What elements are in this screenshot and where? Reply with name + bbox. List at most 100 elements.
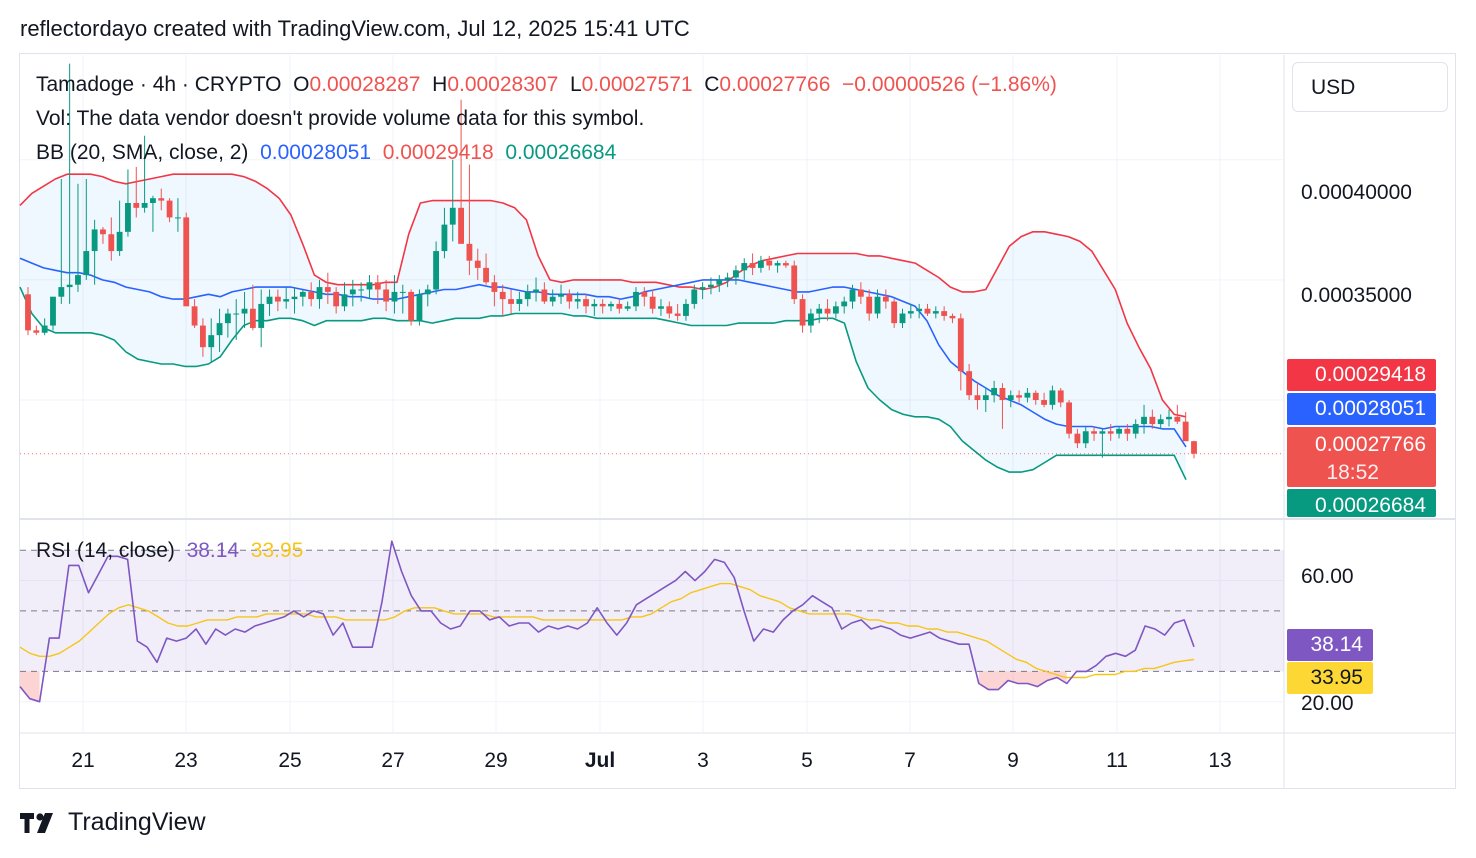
candle-body [733, 270, 739, 278]
candle-body [508, 299, 514, 304]
candle-body [966, 371, 973, 396]
candle-body [757, 260, 764, 268]
candle-body [824, 308, 831, 314]
candle-body [1082, 431, 1089, 444]
candle-body [633, 291, 639, 307]
price-tick: 0.00035000 [1301, 284, 1412, 307]
candle-body [874, 296, 881, 314]
rsi-badge: 38.14 [1287, 629, 1373, 661]
high-label: H [432, 73, 448, 96]
candle-body [216, 323, 223, 336]
candle-body [599, 303, 606, 307]
rsi-ma-badge: 33.95 [1287, 662, 1373, 694]
bb-label[interactable]: BB (20, SMA, close, 2) [36, 141, 249, 164]
candle-body [174, 217, 181, 219]
candle-body [1057, 390, 1064, 403]
x-tick: 23 [174, 749, 198, 772]
candle-body [166, 200, 173, 218]
last-price-badge: 0.00027766 18:52 [1287, 427, 1436, 487]
candle-body [1132, 424, 1139, 434]
candle-body [1024, 392, 1031, 398]
candle-body [524, 291, 531, 300]
candle-body [408, 291, 415, 321]
candle-body [516, 299, 523, 304]
candle-body [499, 291, 506, 300]
candle-body [50, 296, 56, 326]
candle-body [724, 277, 731, 280]
open-value: 0.00028287 [309, 73, 421, 96]
candle-body [766, 260, 773, 266]
candle-body [932, 311, 939, 314]
high-value: 0.00028307 [447, 73, 559, 96]
candle-body [1116, 428, 1122, 434]
candle-body [658, 306, 664, 309]
candle-body [849, 289, 856, 302]
candle-body [741, 263, 748, 271]
candle-body [108, 234, 115, 252]
currency-button[interactable]: USD [1292, 62, 1448, 112]
candle-body [116, 231, 123, 252]
candle-body [782, 263, 789, 266]
candle-body [183, 217, 190, 307]
candle-body [1107, 431, 1114, 434]
candle-body [916, 308, 923, 312]
candle-body [1007, 395, 1014, 401]
ohlc-legend: Tamadoge · 4h · CRYPTO O0.00028287 H0.00… [36, 73, 1057, 97]
candle-body [1032, 392, 1039, 401]
candle-body [316, 287, 323, 300]
candle-body [666, 306, 673, 314]
candle-body [699, 287, 706, 290]
candle-body [691, 289, 698, 304]
candle-body [882, 296, 889, 302]
candle-body [1124, 428, 1131, 434]
candle-body [841, 301, 848, 307]
rsi-label[interactable]: RSI (14, close) [36, 539, 175, 562]
x-tick: 7 [904, 749, 916, 772]
candle-body [266, 296, 273, 304]
candle-body [799, 299, 806, 326]
candle-body [857, 289, 864, 297]
candle-body [558, 294, 564, 297]
candle-body [449, 207, 456, 225]
candle-body [91, 229, 98, 252]
candle-body [208, 335, 215, 348]
bb-upper-badge: 0.00029418 [1287, 359, 1436, 391]
candle-body [191, 306, 198, 326]
x-tick: 21 [71, 749, 95, 772]
volume-note: Vol: The data vendor doesn't provide vol… [36, 107, 645, 130]
candle-body [716, 279, 723, 285]
x-tick: 11 [1106, 749, 1128, 772]
candle-body [1149, 416, 1156, 425]
candle-body [1016, 395, 1023, 398]
candle-body [891, 301, 898, 324]
rsi-ma-value: 33.95 [250, 539, 304, 562]
candle-body [616, 303, 623, 309]
brand-footer[interactable]: TradingView [20, 808, 206, 837]
bb-lower-value: 0.00026684 [505, 141, 617, 164]
candle-body [924, 308, 931, 314]
x-tick: 13 [1208, 749, 1232, 772]
candle-body [1174, 416, 1181, 422]
open-label: O [293, 73, 310, 96]
candle-body [333, 291, 340, 307]
attribution-header: reflectordayo created with TradingView.c… [20, 16, 690, 41]
rsi-value: 38.14 [186, 539, 240, 562]
x-tick: 29 [484, 749, 508, 772]
candle-body [291, 296, 298, 300]
candle-body [1099, 431, 1106, 434]
candle-body [241, 308, 248, 314]
candle-body [683, 303, 689, 316]
candle-body [816, 308, 823, 314]
candle-body [1157, 419, 1164, 425]
candle-body [533, 289, 539, 292]
candle-body [41, 325, 48, 333]
symbol-label[interactable]: Tamadoge · 4h · CRYPTO [36, 73, 282, 96]
candle-body [774, 263, 781, 266]
candle-body [224, 313, 231, 324]
rsi-line [19, 540, 1195, 703]
candle-body [25, 294, 31, 331]
candle-body [158, 198, 165, 201]
candle-body [366, 282, 373, 290]
candle-body [491, 282, 498, 292]
